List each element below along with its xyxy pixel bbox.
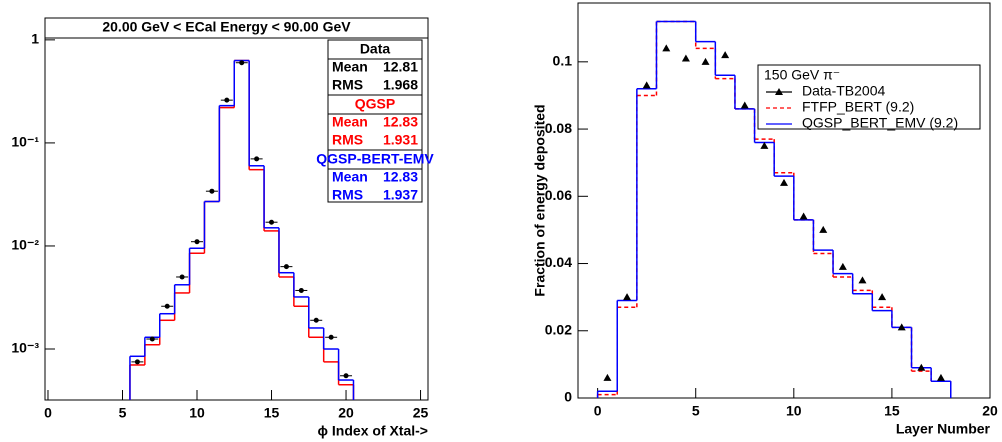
data-point: [623, 293, 632, 301]
y-tick-label: 10⁻³: [11, 340, 39, 356]
data-point: [878, 293, 887, 301]
data-point: [179, 274, 185, 280]
data-point: [838, 262, 847, 270]
stats-label: Mean: [332, 59, 368, 75]
data-point: [936, 373, 945, 381]
data-point: [642, 81, 651, 89]
data-point: [662, 44, 671, 52]
data-point: [721, 51, 730, 59]
stats-label: Mean: [332, 169, 368, 185]
stats-header: QGSP-BERT-EMV: [316, 151, 434, 167]
data-point: [917, 363, 926, 371]
stats-value: 12.83: [383, 114, 418, 130]
legend-marker: [775, 88, 783, 95]
data-point: [149, 336, 155, 342]
x-tick-label: 5: [119, 405, 127, 421]
data-point: [134, 359, 140, 365]
data-point: [209, 188, 215, 194]
legend-box: [757, 64, 981, 130]
data-point: [239, 60, 245, 66]
data-point: [740, 101, 749, 109]
x-tick-label: 20: [338, 405, 354, 421]
x-tick-label: 15: [264, 405, 280, 421]
data-point: [819, 225, 828, 233]
y-tick-label: 0.06: [545, 187, 572, 203]
x-tick-label: 15: [884, 403, 900, 419]
y-tick-label: 1: [31, 31, 39, 47]
data-point: [283, 264, 289, 270]
x-tick-label: 10: [786, 403, 802, 419]
stats-value: 1.931: [383, 132, 418, 148]
chart-title: 20.00 GeV < ECal Energy < 90.00 GeV: [102, 19, 351, 35]
data-point: [858, 276, 867, 284]
data-point: [269, 219, 275, 225]
legend-title: 150 GeV π⁻: [764, 67, 840, 83]
stats-label: RMS: [332, 77, 363, 93]
x-axis-label: ϕ Index of Xtal->: [318, 423, 428, 439]
x-tick-label: 20: [982, 403, 998, 419]
data-point: [897, 323, 906, 331]
legend-label: QGSP_BERT_EMV (9.2): [802, 115, 958, 131]
data-point: [164, 303, 170, 309]
data-point: [780, 178, 788, 186]
y-tick-label: 0.1: [553, 53, 573, 69]
x-tick-label: 5: [692, 403, 700, 419]
stats-header: QGSP: [355, 96, 395, 112]
legend-label: FTFP_BERT (9.2): [802, 99, 914, 115]
stats-label: Mean: [332, 114, 368, 130]
y-axis-label: Fraction of energy deposited: [532, 104, 548, 296]
x-tick-label: 25: [413, 405, 429, 421]
y-tick-label: 0.04: [545, 254, 572, 270]
data-point: [760, 141, 769, 149]
y-tick-label: 0.08: [545, 120, 572, 136]
data-point: [254, 156, 260, 162]
y-tick-label: 10⁻¹: [11, 134, 39, 150]
stats-value: 12.81: [383, 59, 418, 75]
data-point: [224, 97, 230, 103]
y-tick-label: 10⁻²: [11, 237, 39, 253]
title-box: [44, 17, 429, 39]
data-point: [313, 317, 319, 323]
y-tick-label: 0: [564, 389, 572, 405]
stats-value: 1.968: [383, 77, 418, 93]
y-tick-label: 0.02: [545, 321, 572, 337]
stats-box: [327, 39, 423, 203]
plot-frame: [577, 2, 991, 399]
data-point: [343, 373, 349, 379]
data-point: [298, 287, 304, 293]
data-point: [681, 54, 690, 62]
x-tick-label: 0: [44, 405, 52, 421]
data-point: [799, 212, 808, 220]
stats-value: 1.937: [383, 187, 418, 203]
stats-value: 12.83: [383, 169, 418, 185]
data-point: [194, 239, 200, 245]
stats-label: RMS: [332, 132, 363, 148]
x-axis-label: Layer Number: [896, 421, 991, 437]
stats-label: RMS: [332, 187, 363, 203]
data-point: [603, 373, 612, 381]
x-tick-label: 0: [594, 403, 602, 419]
x-tick-label: 10: [189, 405, 205, 421]
data-point: [701, 57, 710, 65]
stats-header: Data: [360, 41, 391, 57]
legend-label: Data-TB2004: [802, 83, 885, 99]
data-point: [328, 334, 334, 340]
